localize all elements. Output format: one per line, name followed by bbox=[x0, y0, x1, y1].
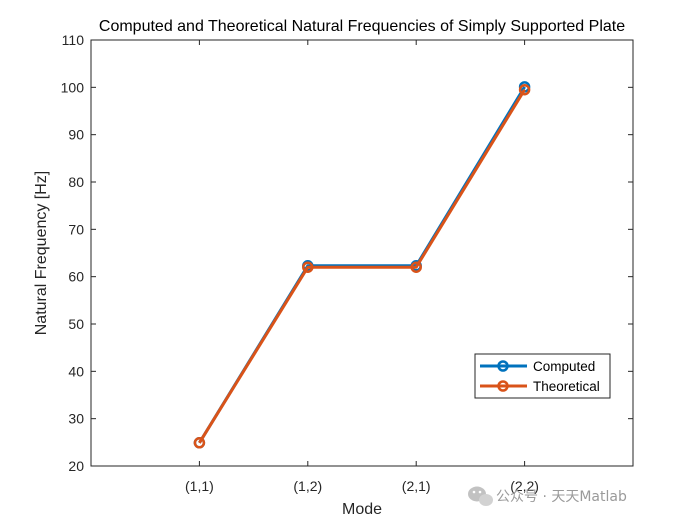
legend: Computed Theoretical bbox=[474, 353, 611, 399]
wechat-icon bbox=[468, 486, 493, 506]
y-tick-label: 30 bbox=[68, 411, 84, 427]
data-point bbox=[193, 437, 206, 449]
legend-label: Computed bbox=[533, 359, 595, 374]
y-tick-label: 50 bbox=[68, 316, 84, 332]
y-tick-label: 110 bbox=[62, 32, 85, 48]
y-tick-label: 90 bbox=[68, 127, 84, 143]
data-point bbox=[410, 261, 422, 273]
y-tick-label: 100 bbox=[61, 79, 85, 95]
plot-area bbox=[90, 39, 634, 467]
legend-label: Theoretical bbox=[533, 379, 600, 394]
watermark: 公众号 · 天天Matlab bbox=[468, 486, 627, 506]
x-tick-label: (1,1) bbox=[185, 478, 214, 494]
y-tick-label: 40 bbox=[68, 363, 84, 379]
x-axis-label: Mode bbox=[342, 501, 382, 518]
series-theoretical bbox=[193, 83, 531, 449]
chart-title: Computed and Theoretical Natural Frequen… bbox=[99, 18, 625, 35]
y-axis-label: Natural Frequency [Hz] bbox=[33, 171, 50, 336]
y-tick-label: 60 bbox=[68, 269, 84, 285]
legend-swatch-marker bbox=[497, 380, 509, 392]
legend-swatch-marker bbox=[497, 360, 509, 372]
y-tick-label: 80 bbox=[68, 174, 84, 190]
y-tick-label: 20 bbox=[68, 458, 84, 474]
x-axis: (1,1) (1,2) (2,1) (2,2) bbox=[185, 40, 539, 494]
x-tick-label: (2,2) bbox=[510, 478, 539, 494]
series-layer bbox=[193, 81, 531, 449]
y-tick-label: 70 bbox=[68, 221, 84, 237]
y-axis: 20 30 40 50 60 70 80 90 100 110 bbox=[61, 32, 633, 474]
data-point bbox=[302, 261, 314, 273]
legend-box bbox=[474, 353, 611, 399]
x-tick-label: (1,2) bbox=[293, 478, 322, 494]
data-point bbox=[518, 83, 531, 96]
x-tick-label: (2,1) bbox=[402, 478, 431, 494]
watermark-text: 公众号 · 天天Matlab bbox=[496, 489, 627, 505]
series-line bbox=[198, 88, 526, 444]
